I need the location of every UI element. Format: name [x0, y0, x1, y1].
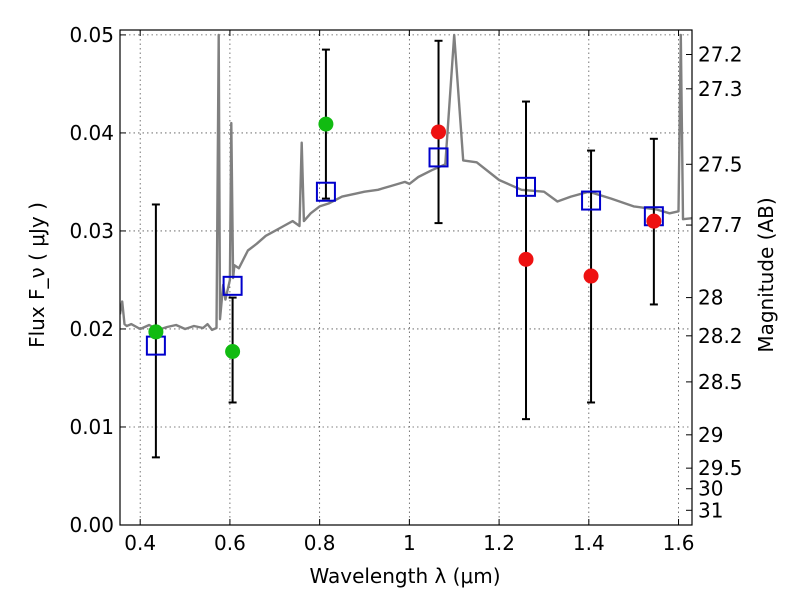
sed-curve	[120, 33, 692, 332]
y-tick-label: 0.05	[69, 23, 114, 47]
measured-points	[148, 116, 662, 360]
y-axis-title: Flux F_ν ( μJy )	[25, 202, 49, 348]
right-tick-label: 27.3	[698, 77, 743, 101]
red-point	[583, 268, 599, 284]
y-tick-label: 0.01	[69, 415, 114, 439]
model-square	[222, 275, 243, 296]
x-tick-labels: 0.4 0.6 0.8 1 1.2 1.4 1.6	[124, 531, 694, 555]
model-square	[428, 147, 449, 168]
red-point	[431, 124, 447, 140]
right-tick-label: 30	[698, 477, 723, 501]
model-square	[581, 190, 602, 211]
right-tick-label: 29.5	[698, 456, 743, 480]
x-tick-label: 0.4	[124, 531, 156, 555]
y-tick-label: 0.04	[69, 121, 114, 145]
y-tick-label: 0.02	[69, 317, 114, 341]
right-axis-title: Magnitude (AB)	[754, 197, 778, 352]
right-tick-label: 28.2	[698, 324, 743, 348]
red-point	[518, 251, 534, 267]
right-tick-label: 28	[698, 286, 723, 310]
sed-line	[120, 33, 692, 332]
x-tick-label: 1.2	[483, 531, 515, 555]
model-square	[516, 176, 537, 197]
x-axis-title: Wavelength λ (μm)	[309, 564, 500, 588]
x-tick-label: 0.6	[214, 531, 246, 555]
red-point	[646, 213, 662, 229]
right-tick-label: 29	[698, 423, 723, 447]
y-tick-label: 0.03	[69, 219, 114, 243]
right-tick-label: 27.7	[698, 213, 743, 237]
x-tick-label: 1.6	[663, 531, 695, 555]
green-point	[225, 344, 241, 360]
plot-frame	[119, 29, 693, 526]
y-tick-labels: 0.00 0.01 0.02 0.03 0.04 0.05	[69, 23, 114, 537]
right-tick-label: 27.5	[698, 152, 743, 176]
x-tick-label: 1	[403, 531, 416, 555]
x-tick-label: 0.8	[304, 531, 336, 555]
axis-ticks	[120, 30, 692, 526]
green-point	[148, 324, 164, 340]
green-point	[318, 116, 334, 132]
model-square	[315, 181, 336, 202]
right-tick-label: 28.5	[698, 370, 743, 394]
y-tick-label: 0.00	[69, 513, 114, 537]
right-tick-label: 31	[698, 498, 723, 522]
x-tick-label: 1.4	[573, 531, 605, 555]
right-tick-label: 27.2	[698, 43, 743, 67]
